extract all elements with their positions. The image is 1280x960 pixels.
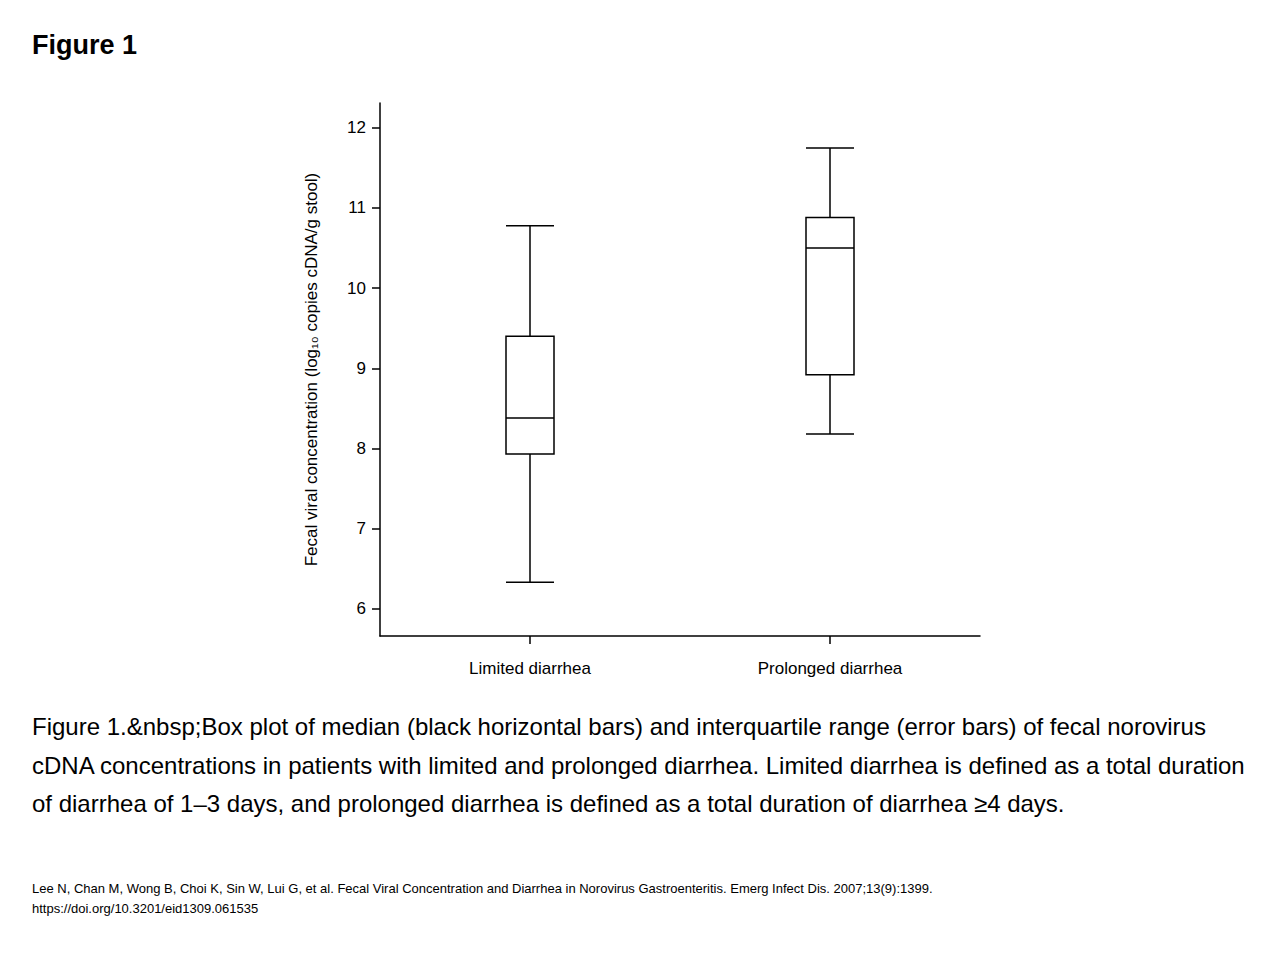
svg-text:8: 8 bbox=[357, 439, 366, 458]
html-text:https://doi.org/10.3201/eid130: https://doi.org/10.3201/eid1309.061535 bbox=[32, 901, 259, 916]
svg-text:6: 6 bbox=[357, 599, 366, 618]
svg-text:11: 11 bbox=[348, 198, 366, 217]
html-text:Figure 1: Figure 1 bbox=[32, 30, 137, 60]
svg-text:7: 7 bbox=[357, 519, 366, 538]
svg-text:9: 9 bbox=[357, 359, 366, 378]
svg-text:Fecal viral concentration (log: Fecal viral concentration (log₁₀ copies … bbox=[302, 173, 321, 567]
html-text:Figure 1.&nbsp;Box plot of med: Figure 1.&nbsp;Box plot of median (black… bbox=[32, 713, 1245, 817]
svg-text:Prolonged diarrhea: Prolonged diarrhea bbox=[758, 659, 903, 678]
html-text:Lee N, Chan M, Wong B, Choi K,: Lee N, Chan M, Wong B, Choi K, Sin W, Lu… bbox=[32, 881, 933, 896]
svg-text:12: 12 bbox=[347, 118, 366, 137]
svg-text:Limited diarrhea: Limited diarrhea bbox=[469, 659, 591, 678]
svg-text:10: 10 bbox=[347, 279, 366, 298]
